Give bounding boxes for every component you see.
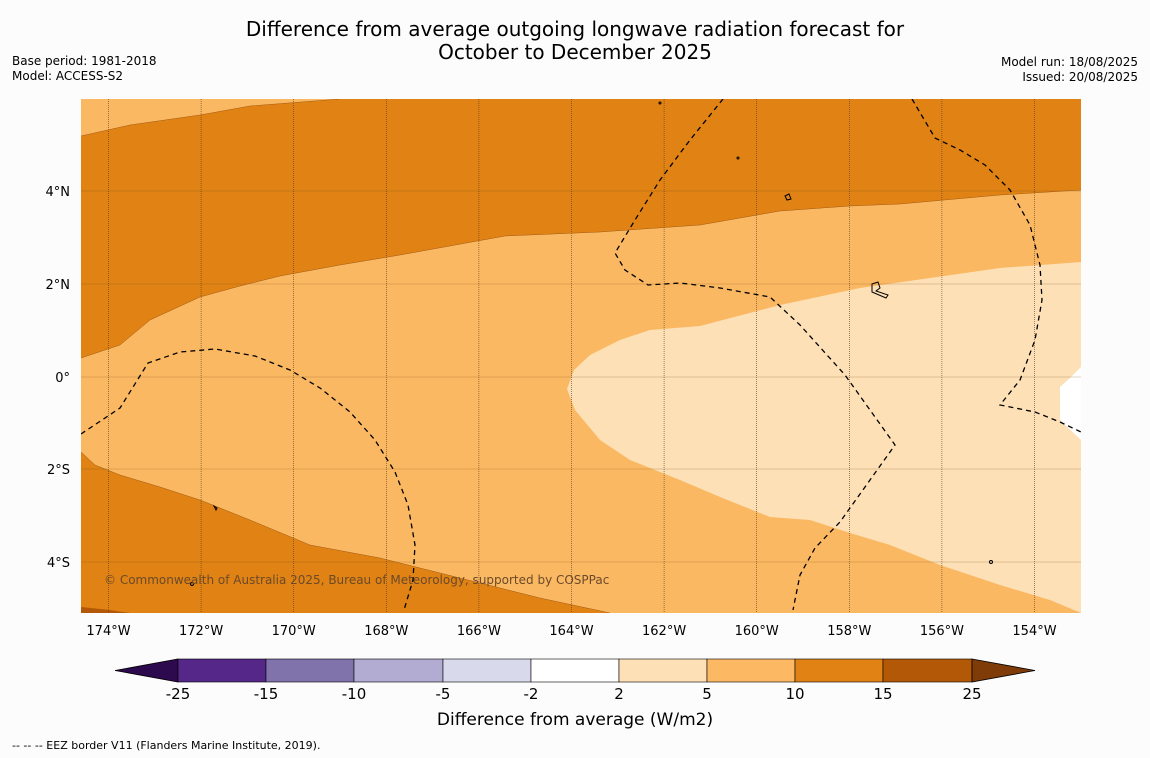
gridlines-longitude [108, 99, 1035, 613]
meta-left: Base period: 1981-2018 Model: ACCESS-S2 [12, 54, 157, 84]
colorbar-segment [882, 658, 973, 683]
colorbar-segment [177, 658, 267, 683]
longitude-label: 170°W [272, 624, 316, 639]
band-neutral-patch [1060, 367, 1081, 440]
latitude-label: 2°N [46, 278, 71, 293]
longitude-label: 164°W [549, 624, 593, 639]
band-2-5-tongue [567, 262, 1081, 613]
eez-border-west [81, 348, 416, 611]
colorbar-extend-low [114, 658, 179, 683]
colorbar-tick-label: -5 [436, 685, 451, 703]
colorbar-tick-label: -25 [166, 685, 191, 703]
contour-line [81, 451, 611, 613]
colorbar-tick-label: 10 [785, 685, 804, 703]
islands [190, 101, 993, 586]
longitude-label: 160°W [735, 624, 779, 639]
issued-date: Issued: 20/08/2025 [1022, 70, 1138, 84]
base-period: Base period: 1981-2018 [12, 54, 157, 68]
longitude-label: 168°W [364, 624, 408, 639]
meta-right: Model run: 18/08/2025 Issued: 20/08/2025 [1001, 55, 1138, 85]
eez-borders [81, 99, 1081, 611]
contour-line [81, 99, 341, 137]
colorbar-tick-label: -15 [254, 685, 279, 703]
eez-legend-note: -- -- -- EEZ border V11 (Flanders Marine… [12, 739, 321, 752]
longitude-label: 156°W [920, 624, 964, 639]
longitude-label: 166°W [457, 624, 501, 639]
island-dot [736, 156, 740, 160]
island-outline [871, 281, 889, 299]
island-dot [190, 582, 194, 586]
island-outline [784, 193, 792, 201]
latitude-labels: 4°N 2°N 0° 2°S 4°S [46, 185, 71, 571]
colorbar-segment [265, 658, 355, 683]
eez-border-east [911, 99, 1081, 433]
island-dot [658, 101, 662, 105]
model-name: Model: ACCESS-S2 [12, 69, 124, 83]
colorbar-tick-label: 15 [873, 685, 892, 703]
longitude-label: 158°W [827, 624, 871, 639]
colorbar-label: Difference from average (W/m2) [437, 710, 713, 730]
longitude-label: 172°W [179, 624, 223, 639]
title-line-1: Difference from average outgoing longwav… [245, 17, 905, 41]
map-plot: © Commonwealth of Australia 2025, Bureau… [81, 99, 1081, 613]
colorbar-segment [353, 658, 444, 683]
longitude-labels: 174°W 172°W 170°W 168°W 166°W 164°W 162°W 160°W… [86, 624, 1056, 639]
island-outline [212, 504, 218, 512]
latitude-label: 4°N [46, 185, 71, 200]
colorbar-extend-high [971, 658, 1036, 683]
band-10-15-southwest [81, 452, 610, 613]
title-line-2: October to December 2025 [438, 40, 712, 64]
island-dot [989, 560, 993, 564]
copyright-text: © Commonwealth of Australia 2025, Bureau… [104, 573, 609, 587]
latitude-label: 4°S [47, 556, 70, 571]
contour-line [81, 189, 1081, 359]
longitude-label: 162°W [642, 624, 686, 639]
latitude-label: 0° [55, 371, 70, 386]
colorbar-segment [706, 658, 796, 683]
colorbar-tick-label: -2 [524, 685, 539, 703]
colorbar-tick-label: 5 [702, 685, 712, 703]
colorbar-segment [530, 658, 620, 683]
colorbar-tick-label: 2 [614, 685, 624, 703]
colorbar-segment [618, 658, 708, 683]
model-run: Model run: 18/08/2025 [1000, 55, 1138, 69]
map-title: Difference from average outgoing longwav… [0, 18, 1150, 64]
colorbar: -25 -15 -10 -5 -2 2 5 10 15 25 [114, 658, 1036, 703]
colorbar-tick-label: 25 [962, 685, 981, 703]
longitude-label: 174°W [86, 624, 130, 639]
band-15-25-corner [81, 607, 130, 613]
colorbar-tick-label: -10 [342, 685, 367, 703]
band-10-15-north [81, 99, 1081, 358]
band-5-10-top-left [81, 99, 340, 136]
longitude-label: 154°W [1012, 624, 1056, 639]
colorbar-segment [442, 658, 532, 683]
colorbar-segment [794, 658, 884, 683]
latitude-label: 2°S [47, 463, 70, 478]
